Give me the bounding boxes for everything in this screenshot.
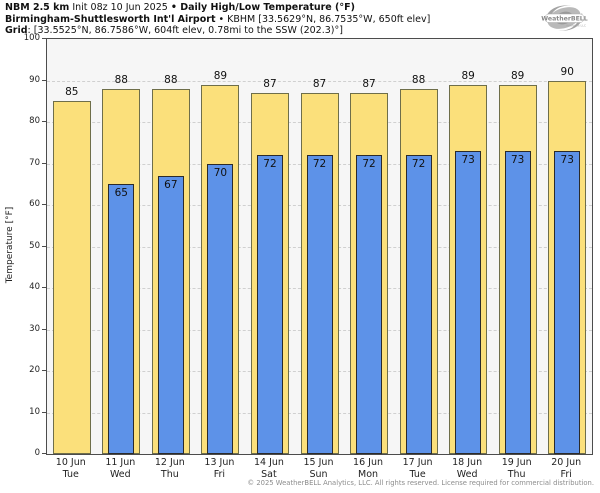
x-axis-label: 11 Jun Wed [96, 457, 144, 480]
y-axis-tick [42, 453, 46, 454]
x-axis-weekday: Thu [507, 468, 526, 480]
chart-header: NBM 2.5 km Init 08z 10 Jun 2025 • Daily … [5, 2, 430, 37]
grid-label: Grid [5, 25, 28, 36]
y-axis-tick-label: 50 [29, 240, 40, 251]
x-axis-label: 13 Jun Fri [195, 457, 243, 480]
high-value-label: 89 [510, 69, 525, 82]
high-value-label: 87 [312, 77, 327, 90]
high-value-label: 88 [164, 73, 178, 86]
x-axis-date: 12 Jun [154, 457, 185, 468]
bullet-separator: • [170, 2, 181, 13]
y-axis-tick [42, 79, 46, 81]
x-axis-label: 12 Jun Thu [146, 457, 194, 480]
y-axis-tick [42, 287, 46, 288]
x-axis-date: 17 Jun [402, 457, 433, 468]
x-axis-date: 14 Jun [253, 457, 284, 468]
weatherbell-logo: WeatherBELL Analytics LLC [541, 5, 588, 31]
y-axis-tick-label: 100 [23, 33, 40, 43]
y-axis-tick-label: 90 [29, 74, 40, 85]
low-bar: 70 [207, 163, 234, 454]
x-axis-label: 10 Jun Tue [47, 457, 95, 480]
high-value-label: 90 [560, 65, 574, 78]
footer-copyright: © 2025 WeatherBELL Analytics, LLC. All r… [247, 479, 594, 487]
y-axis-tick [42, 38, 46, 39]
high-value-label: 85 [65, 86, 79, 99]
grid-details: : [33.5525°N, 86.7586°W, 604ft elev, 0.7… [27, 25, 343, 36]
x-axis-weekday: Fri [560, 468, 572, 480]
x-axis-weekday: Thu [160, 468, 179, 480]
header-line-2: Birmingham-Shuttlesworth Int'l Airport •… [5, 14, 430, 26]
x-axis-date: 10 Jun [55, 457, 86, 468]
y-axis-tick-label: 40 [29, 282, 40, 292]
logo-brand-text: WeatherBELL [541, 16, 587, 23]
y-axis-tick [42, 328, 46, 330]
x-axis-weekday: Tue [62, 468, 79, 480]
y-axis-tick [42, 204, 46, 205]
low-bar: 72 [405, 155, 432, 454]
logo-sub-text: Analytics LLC [566, 24, 586, 28]
low-bar: 72 [256, 155, 283, 454]
x-axis-date: 20 Jun [551, 457, 582, 468]
x-axis-date: 16 Jun [353, 457, 383, 468]
low-bar: 72 [356, 155, 383, 454]
y-axis-tick [42, 162, 46, 164]
header-line-1: NBM 2.5 km Init 08z 10 Jun 2025 • Daily … [5, 2, 430, 14]
low-bar: 67 [157, 175, 184, 454]
low-bar: 65 [108, 184, 135, 454]
x-axis-weekday: Fri [213, 468, 226, 480]
x-axis-label: 20 Jun Fri [542, 457, 590, 480]
low-bar: 73 [504, 151, 531, 454]
x-axis-date: 13 Jun [204, 457, 235, 468]
x-axis-label: 19 Jun Thu [493, 457, 541, 480]
product-title: Daily High/Low Temperature (°F) [180, 2, 355, 13]
bullet-separator-2: • [215, 13, 228, 25]
x-axis-date: 18 Jun [452, 457, 483, 468]
high-value-label: 89 [213, 69, 228, 82]
low-bar: 73 [455, 151, 482, 454]
x-axis-weekday: Wed [109, 468, 131, 480]
high-value-label: 88 [411, 73, 426, 86]
y-axis-tick-label: 10 [29, 406, 40, 417]
x-axis-label: 14 Jun Sat [245, 457, 293, 480]
x-axis-date: 19 Jun [501, 457, 532, 468]
high-value-label: 89 [461, 69, 475, 82]
x-axis-weekday: Sat [261, 468, 277, 480]
y-axis-tick [42, 121, 46, 122]
x-axis-label: 15 Jun Sun [295, 457, 343, 480]
y-axis-tick-label: 30 [29, 323, 40, 334]
model-name: NBM 2.5 km [5, 2, 70, 13]
x-axis-weekday: Wed [456, 468, 478, 480]
low-bar: 72 [306, 155, 333, 454]
low-bar: 73 [554, 151, 581, 454]
x-axis-weekday: Tue [409, 468, 426, 480]
station-name: Birmingham-Shuttlesworth Int'l Airport [5, 13, 216, 25]
y-axis-tick [42, 370, 46, 371]
high-value-label: 88 [114, 73, 128, 86]
y-axis-tick-label: 0 [34, 448, 40, 458]
x-axis-weekday: Mon [358, 468, 379, 480]
y-axis-tick-label: 20 [29, 365, 40, 375]
y-axis-tick [42, 245, 46, 247]
y-axis-tick-label: 60 [29, 199, 40, 209]
high-value-label: 87 [362, 77, 376, 90]
x-axis-label: 16 Jun Mon [344, 457, 392, 480]
high-bar [52, 101, 91, 454]
x-axis-date: 11 Jun [105, 457, 136, 468]
x-axis-label: 17 Jun Tue [394, 457, 442, 480]
station-details: KBHM [33.5629°N, 86.7535°W, 650ft elev] [227, 13, 431, 25]
y-axis-tick-label: 70 [29, 157, 40, 168]
init-time: Init 08z 10 Jun 2025 [69, 2, 171, 13]
header-line-3: Grid: [33.5525°N, 86.7586°W, 604ft elev,… [5, 25, 430, 37]
x-axis-label: 18 Jun Wed [443, 457, 491, 480]
x-axis-date: 15 Jun [303, 457, 334, 468]
high-value-label: 87 [263, 77, 277, 90]
y-axis-tick-label: 80 [29, 116, 40, 126]
y-axis-tick [42, 411, 46, 413]
x-axis-weekday: Sun [309, 468, 328, 480]
gridline [47, 80, 592, 82]
plot-area: 85 88 65 88 67 89 70 87 72 87 72 87 72 88 72 89 73 89 73 90… [46, 38, 593, 455]
